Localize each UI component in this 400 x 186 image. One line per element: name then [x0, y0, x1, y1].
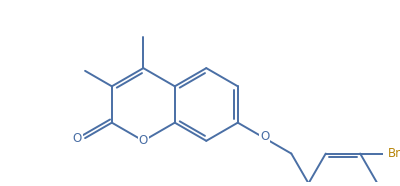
Text: Br: Br [388, 147, 400, 160]
Text: O: O [73, 132, 82, 145]
Text: O: O [260, 130, 269, 143]
Text: O: O [139, 134, 148, 147]
